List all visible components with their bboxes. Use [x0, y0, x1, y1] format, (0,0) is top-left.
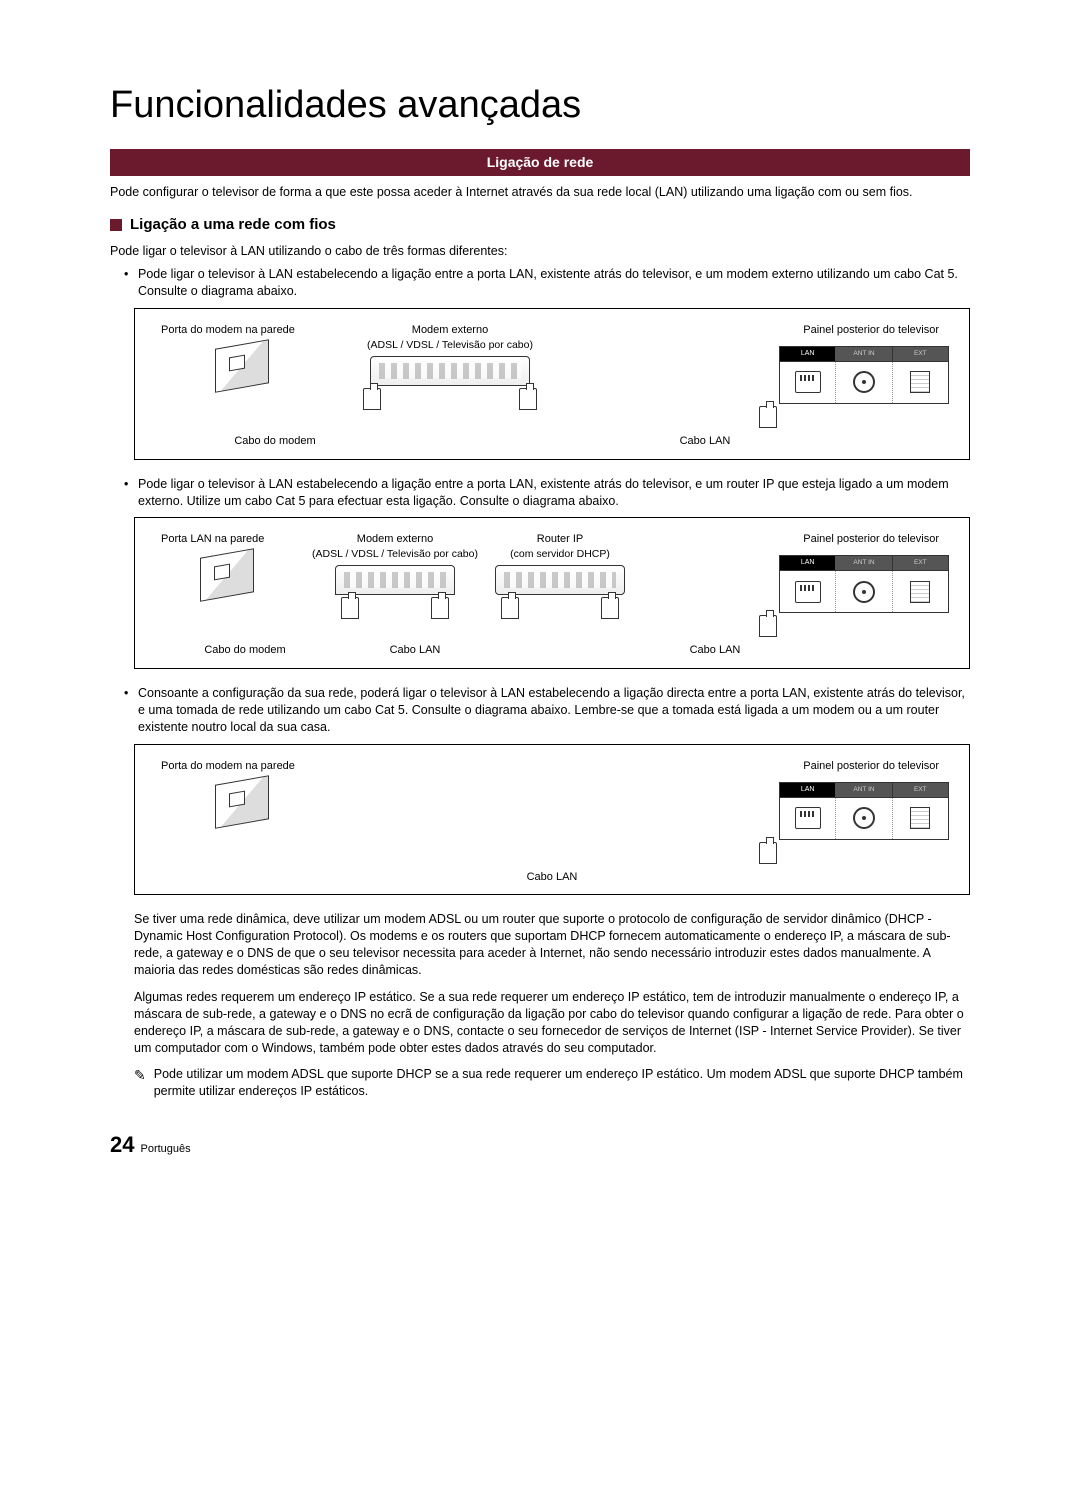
- bullet-3: Consoante a configuração da sua rede, po…: [138, 685, 970, 736]
- subheading-text: Ligação a uma rede com fios: [130, 215, 336, 235]
- cable-modem-label: Cabo do modem: [155, 434, 395, 449]
- tv-port-lan-label: LAN: [780, 556, 836, 570]
- connector-icon: [363, 388, 381, 410]
- wall-plate-icon: [200, 553, 260, 601]
- tv-panel-icon: LAN ANT IN EXT: [779, 555, 949, 613]
- page-footer: 24 Português: [110, 1130, 970, 1160]
- connector-icon: [759, 842, 777, 864]
- ethernet-port-icon: [795, 371, 821, 393]
- connector-icon: [601, 597, 619, 619]
- connector-icon: [341, 597, 359, 619]
- coax-port-icon: [853, 371, 875, 393]
- modem-subtitle: (ADSL / VDSL / Televisão por cabo): [305, 547, 485, 561]
- modem-icon: [370, 356, 530, 386]
- paragraph-dhcp: Se tiver uma rede dinâmica, deve utiliza…: [134, 911, 966, 979]
- bullet-1: Pode ligar o televisor à LAN estabelecen…: [138, 266, 970, 300]
- section-bar: Ligação de rede: [110, 149, 970, 176]
- tv-port-lan-label: LAN: [780, 783, 836, 797]
- tv-port-ant-label: ANT IN: [836, 556, 892, 570]
- tv-port-ant-label: ANT IN: [836, 783, 892, 797]
- tv-panel-title: Painel posterior do televisor: [739, 323, 949, 338]
- connector-icon: [759, 406, 777, 428]
- tv-panel-title: Painel posterior do televisor: [739, 532, 949, 547]
- slot-port-icon: [910, 807, 930, 829]
- slot-port-icon: [910, 371, 930, 393]
- tv-port-lan-label: LAN: [780, 347, 836, 361]
- coax-port-icon: [853, 807, 875, 829]
- tv-panel-icon: LAN ANT IN EXT: [779, 782, 949, 840]
- body-text-1: Pode ligar o televisor à LAN utilizando …: [110, 243, 970, 260]
- tv-port-ext-label: EXT: [893, 347, 948, 361]
- wall-label: Porta LAN na parede: [155, 532, 305, 547]
- subheading: Ligação a uma rede com fios: [110, 215, 970, 235]
- note-icon: ✎: [134, 1066, 146, 1100]
- wall-plate-icon: [215, 780, 275, 828]
- connector-icon: [431, 597, 449, 619]
- router-icon: [495, 565, 625, 595]
- tv-panel-icon: LAN ANT IN EXT: [779, 346, 949, 404]
- page-title: Funcionalidades avançadas: [110, 80, 970, 131]
- modem-icon: [335, 565, 455, 595]
- page-language: Português: [140, 1142, 190, 1157]
- page-number: 24: [110, 1130, 134, 1160]
- slot-port-icon: [910, 581, 930, 603]
- cable-lan-label: Cabo LAN: [155, 870, 949, 885]
- intro-text: Pode configurar o televisor de forma a q…: [110, 184, 970, 201]
- modem-title: Modem externo: [335, 323, 565, 338]
- tv-port-ext-label: EXT: [893, 556, 948, 570]
- connector-icon: [759, 615, 777, 637]
- paragraph-static-ip: Algumas redes requerem um endereço IP es…: [134, 989, 966, 1057]
- ethernet-port-icon: [795, 807, 821, 829]
- note-row: ✎ Pode utilizar um modem ADSL que suport…: [134, 1066, 966, 1100]
- diagram-1: Porta do modem na parede Modem externo (…: [134, 308, 970, 460]
- router-title: Router IP: [485, 532, 635, 547]
- ethernet-port-icon: [795, 581, 821, 603]
- wall-label: Porta do modem na parede: [155, 323, 335, 338]
- cable-lan-label: Cabo LAN: [665, 643, 765, 658]
- wall-label: Porta do modem na parede: [155, 759, 335, 774]
- bullet-2: Pode ligar o televisor à LAN estabelecen…: [138, 476, 970, 510]
- note-text: Pode utilizar um modem ADSL que suporte …: [154, 1066, 966, 1100]
- router-subtitle: (com servidor DHCP): [485, 547, 635, 561]
- diagram-2: Porta LAN na parede Modem externo (ADSL …: [134, 517, 970, 669]
- wall-plate-icon: [215, 344, 275, 392]
- cable-lan-label: Cabo LAN: [335, 643, 495, 658]
- coax-port-icon: [853, 581, 875, 603]
- tv-port-ext-label: EXT: [893, 783, 948, 797]
- cable-lan-label: Cabo LAN: [645, 434, 765, 449]
- modem-subtitle: (ADSL / VDSL / Televisão por cabo): [335, 338, 565, 352]
- cable-modem-label: Cabo do modem: [155, 643, 335, 658]
- square-bullet-icon: [110, 219, 122, 231]
- tv-panel-title: Painel posterior do televisor: [739, 759, 949, 774]
- diagram-3: Porta do modem na parede Painel posterio…: [134, 744, 970, 896]
- tv-port-ant-label: ANT IN: [836, 347, 892, 361]
- connector-icon: [501, 597, 519, 619]
- modem-title: Modem externo: [305, 532, 485, 547]
- connector-icon: [519, 388, 537, 410]
